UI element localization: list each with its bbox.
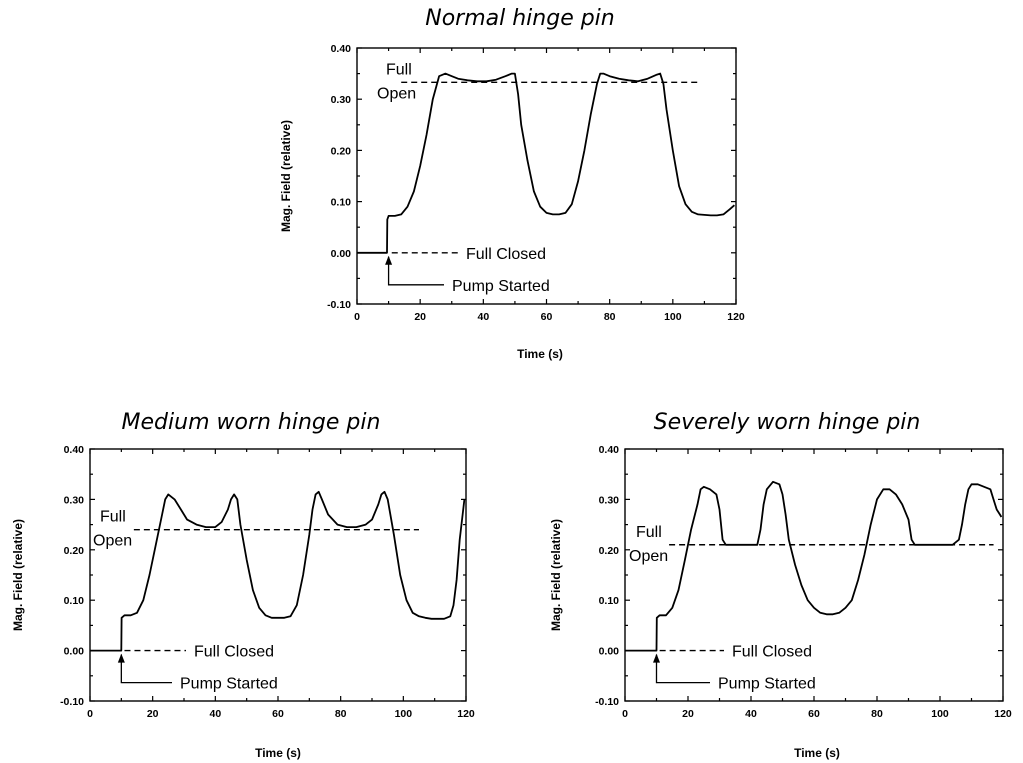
y-axis-label: Mag. Field (relative) (279, 120, 293, 232)
y-tick-label: 0.20 (331, 145, 352, 157)
x-tick-label: 0 (87, 708, 93, 720)
annotation-full-open-1: Full (636, 524, 662, 541)
pump-started-leader (120, 654, 172, 684)
x-axis-label: Time (s) (517, 347, 563, 361)
y-tick-label: 0.00 (599, 646, 620, 658)
y-tick-label: -0.10 (327, 299, 351, 311)
pump-started-arrowhead (653, 653, 660, 663)
x-tick-label: 120 (994, 708, 1012, 720)
y-tick-label: 0.10 (64, 595, 85, 607)
x-axis-label: Time (s) (794, 746, 840, 760)
y-tick-label: -0.10 (60, 696, 84, 708)
annotation-pump-started: Pump Started (452, 278, 550, 295)
x-tick-label: 20 (414, 311, 426, 323)
annotation-full-open-2: Open (629, 548, 668, 565)
y-tick-label: 0.00 (331, 248, 352, 260)
chart-normal-svg: Normal hinge pin 0 20 40 60 80 100 120 -0.10 0.00… (279, 6, 745, 361)
chart-title: Severely worn hinge pin (654, 410, 921, 435)
chart-title: Medium worn hinge pin (122, 410, 381, 435)
x-tick-label: 100 (931, 708, 949, 720)
pump-started-leader (387, 256, 444, 286)
x-tick-label: 0 (622, 708, 628, 720)
annotation-full-closed: Full Closed (466, 246, 546, 263)
annotation-full-open-1: Full (100, 509, 126, 526)
x-tick-label: 60 (808, 708, 820, 720)
y-tick-label: 0.40 (599, 444, 620, 456)
y-tick-label: -0.10 (595, 696, 619, 708)
chart-normal-hinge-pin: Normal hinge pin 0 20 40 60 80 100 120 -0.10 0.00… (0, 0, 1023, 380)
chart-title: Normal hinge pin (425, 6, 615, 31)
x-axis-label: Time (s) (255, 746, 301, 760)
y-tick-label: 0.30 (64, 494, 85, 506)
x-tick-label: 40 (209, 708, 221, 720)
annotation-pump-started: Pump Started (718, 676, 816, 693)
data-series-line (357, 72, 735, 254)
x-tick-label: 40 (745, 708, 757, 720)
data-series-line (625, 480, 1003, 652)
y-tick-label: 0.30 (599, 494, 620, 506)
y-tick-label: 0.10 (331, 197, 352, 209)
x-tick-label: 100 (664, 311, 682, 323)
y-axis-label: Mag. Field (relative) (11, 519, 25, 631)
pump-started-leader (655, 654, 710, 684)
annotation-full-open-1: Full (386, 61, 412, 78)
y-tick-label: 0.40 (64, 444, 85, 456)
x-tick-label: 40 (477, 311, 489, 323)
x-tick-label: 20 (147, 708, 159, 720)
x-tick-label: 20 (682, 708, 694, 720)
pump-started-arrowhead (117, 653, 125, 663)
x-tick-label: 100 (395, 708, 413, 720)
y-tick-label: 0.40 (331, 43, 352, 55)
y-tick-label: 0.20 (599, 545, 620, 557)
annotation-full-closed: Full Closed (732, 644, 812, 661)
x-tick-label: 60 (272, 708, 284, 720)
annotation-full-open-2: Open (377, 85, 416, 102)
data-series-line (90, 490, 466, 652)
x-tick-label: 0 (354, 311, 360, 323)
annotation-pump-started: Pump Started (180, 676, 278, 693)
x-tick-label: 120 (457, 708, 475, 720)
annotation-full-closed: Full Closed (194, 644, 274, 661)
x-tick-label: 80 (335, 708, 347, 720)
x-tick-label: 120 (727, 311, 745, 323)
y-tick-label: 0.10 (599, 595, 620, 607)
y-tick-label: 0.20 (64, 545, 85, 557)
y-tick-label: 0.30 (331, 94, 352, 106)
x-tick-label: 60 (541, 311, 553, 323)
pump-started-arrowhead (385, 255, 393, 265)
annotation-full-open-2: Open (93, 533, 132, 550)
y-tick-label: 0.00 (64, 646, 85, 658)
x-tick-label: 80 (604, 311, 616, 323)
x-tick-label: 80 (871, 708, 883, 720)
y-axis-label: Mag. Field (relative) (549, 519, 563, 631)
